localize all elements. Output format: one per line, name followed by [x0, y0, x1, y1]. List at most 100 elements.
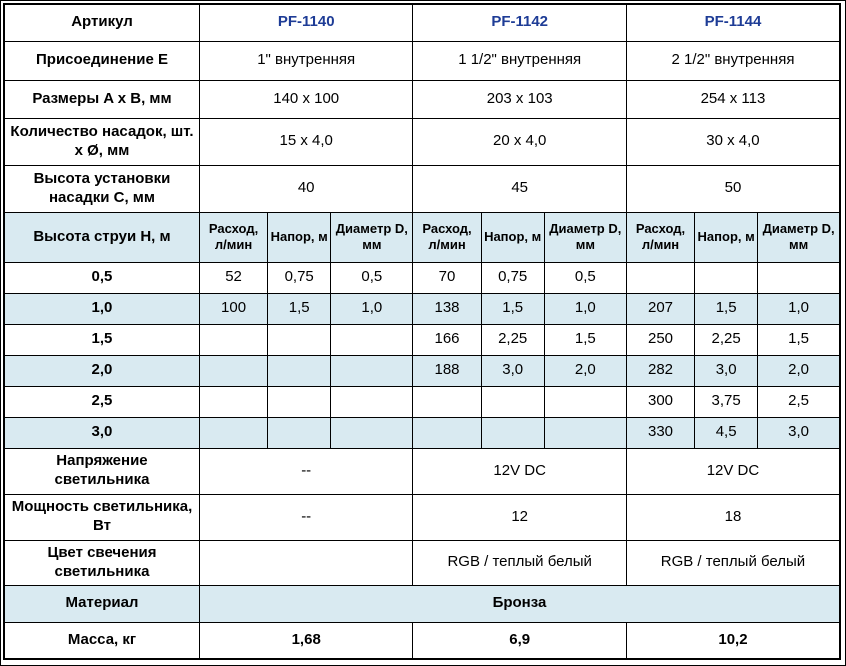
jet-cell: 0,75 — [267, 261, 332, 294]
row-mass: Масса, кг 1,68 6,9 10,2 — [3, 621, 841, 660]
jet-height-label: 1,0 — [3, 292, 200, 325]
jet-cell: 2,0 — [757, 354, 841, 387]
jet-cell: 3,0 — [480, 354, 545, 387]
connection-value-3: 2 1/2" внутренняя — [625, 40, 841, 81]
subheader-flow-2: Расход, л/мин — [412, 211, 482, 263]
jet-cell: 0,5 — [543, 261, 627, 294]
jet-cell — [267, 385, 332, 418]
jet-cell — [330, 416, 414, 449]
row-label-connection: Присоединение E — [3, 40, 200, 81]
jet-cell — [625, 261, 696, 294]
subheader-diameter-3: Диаметр D, мм — [757, 211, 841, 263]
row-connection: Присоединение E 1" внутренняя 1 1/2" вну… — [3, 40, 841, 81]
jet-cell — [267, 416, 332, 449]
light-color-value-3: RGB / теплый белый — [625, 539, 841, 586]
row-dimensions: Размеры A x B, мм 140 x 100 203 x 103 25… — [3, 79, 841, 119]
light-color-value-1 — [198, 539, 414, 586]
jet-height-label: 0,5 — [3, 261, 200, 294]
jet-cell: 207 — [625, 292, 696, 325]
jet-cell — [757, 261, 841, 294]
jet-cell: 100 — [198, 292, 269, 325]
jet-height-label: 3,0 — [3, 416, 200, 449]
jet-cell — [330, 354, 414, 387]
jet-cell: 4,5 — [694, 416, 759, 449]
subheader-flow-1: Расход, л/мин — [198, 211, 269, 263]
jet-cell — [412, 416, 482, 449]
dimensions-value-3: 254 x 113 — [625, 79, 841, 119]
jet-cell: 2,5 — [757, 385, 841, 418]
jet-cell — [330, 323, 414, 356]
jet-cell — [198, 323, 269, 356]
jet-cell: 1,0 — [757, 292, 841, 325]
row-jet-3-0: 3,0 330 4,5 3,0 — [3, 416, 841, 449]
jet-cell: 282 — [625, 354, 696, 387]
row-label-light-power: Мощность светильника, Вт — [3, 493, 200, 541]
row-label-article: Артикул — [3, 3, 200, 42]
mass-value-1: 1,68 — [198, 621, 414, 660]
jet-cell: 2,25 — [694, 323, 759, 356]
row-jet-1-0: 1,0 100 1,5 1,0 138 1,5 1,0 207 1,5 1,0 — [3, 292, 841, 325]
jet-cell — [330, 385, 414, 418]
light-color-value-2: RGB / теплый белый — [412, 539, 627, 586]
jet-cell: 3,0 — [757, 416, 841, 449]
light-power-value-2: 12 — [412, 493, 627, 541]
nozzle-count-value-1: 15 x 4,0 — [198, 117, 414, 166]
subheader-head-3: Напор, м — [694, 211, 759, 263]
row-label-dimensions: Размеры A x B, мм — [3, 79, 200, 119]
row-label-material: Материал — [3, 584, 200, 623]
jet-cell: 300 — [625, 385, 696, 418]
install-height-value-3: 50 — [625, 164, 841, 213]
product-spec-table: Артикул PF-1140 PF-1142 PF-1144 Присоеди… — [3, 3, 841, 660]
jet-cell: 1,5 — [757, 323, 841, 356]
jet-cell: 1,5 — [267, 292, 332, 325]
row-label-mass: Масса, кг — [3, 621, 200, 660]
jet-corner-label: Высота струи H, м — [3, 211, 200, 263]
jet-cell: 70 — [412, 261, 482, 294]
jet-cell — [480, 385, 545, 418]
light-voltage-value-2: 12V DC — [412, 447, 627, 495]
jet-cell — [543, 385, 627, 418]
row-label-install-height: Высота установки насадки C, мм — [3, 164, 200, 213]
subheader-head-2: Напор, м — [480, 211, 545, 263]
jet-cell — [694, 261, 759, 294]
light-voltage-value-1: -- — [198, 447, 414, 495]
row-material: Материал Бронза — [3, 584, 841, 623]
jet-cell: 52 — [198, 261, 269, 294]
light-voltage-value-3: 12V DC — [625, 447, 841, 495]
jet-cell — [267, 323, 332, 356]
article-pf-1140: PF-1140 — [198, 3, 414, 42]
light-power-value-3: 18 — [625, 493, 841, 541]
row-label-nozzle-count: Количество насадок, шт. x Ø, мм — [3, 117, 200, 166]
jet-cell: 138 — [412, 292, 482, 325]
jet-cell — [412, 385, 482, 418]
jet-cell — [198, 416, 269, 449]
jet-cell: 188 — [412, 354, 482, 387]
row-jet-2-0: 2,0 188 3,0 2,0 282 3,0 2,0 — [3, 354, 841, 387]
jet-cell: 2,25 — [480, 323, 545, 356]
jet-height-label: 1,5 — [3, 323, 200, 356]
install-height-value-1: 40 — [198, 164, 414, 213]
material-value: Бронза — [198, 584, 841, 623]
jet-cell: 0,5 — [330, 261, 414, 294]
jet-cell: 1,0 — [330, 292, 414, 325]
article-pf-1144: PF-1144 — [625, 3, 841, 42]
jet-cell: 330 — [625, 416, 696, 449]
jet-height-label: 2,5 — [3, 385, 200, 418]
row-jet-1-5: 1,5 166 2,25 1,5 250 2,25 1,5 — [3, 323, 841, 356]
jet-cell — [543, 416, 627, 449]
jet-height-label: 2,0 — [3, 354, 200, 387]
row-light-color: Цвет свечения светильника RGB / теплый б… — [3, 539, 841, 586]
jet-cell: 250 — [625, 323, 696, 356]
subheader-head-1: Напор, м — [267, 211, 332, 263]
mass-value-3: 10,2 — [625, 621, 841, 660]
jet-cell — [198, 385, 269, 418]
jet-cell — [480, 416, 545, 449]
jet-cell: 1,5 — [694, 292, 759, 325]
subheader-diameter-2: Диаметр D, мм — [543, 211, 627, 263]
row-jet-2-5: 2,5 300 3,75 2,5 — [3, 385, 841, 418]
dimensions-value-1: 140 x 100 — [198, 79, 414, 119]
row-install-height: Высота установки насадки C, мм 40 45 50 — [3, 164, 841, 213]
subheader-flow-3: Расход, л/мин — [625, 211, 696, 263]
row-light-power: Мощность светильника, Вт -- 12 18 — [3, 493, 841, 541]
